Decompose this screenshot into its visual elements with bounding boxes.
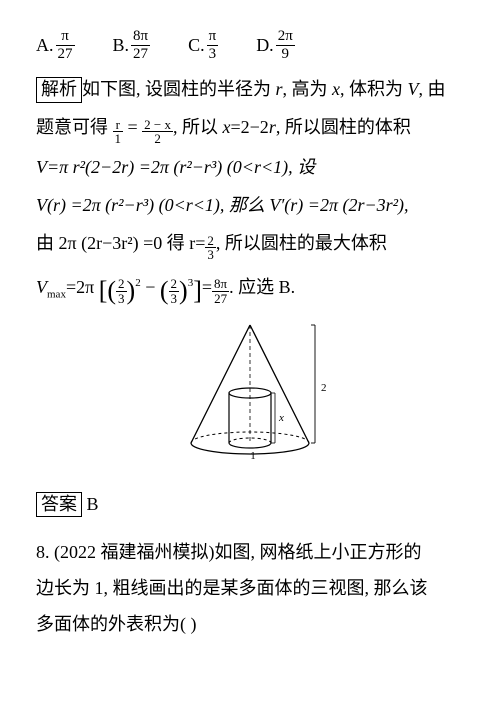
answer-value: B bbox=[87, 494, 99, 514]
frac-r-over-1: r 1 bbox=[113, 118, 124, 146]
diagram-svg: 1 2 x bbox=[173, 321, 328, 461]
svg-text:1: 1 bbox=[250, 450, 256, 461]
option-d-label: D. bbox=[256, 28, 274, 62]
option-d: D. 2π 9 bbox=[256, 28, 297, 62]
cone-cylinder-diagram: 1 2 x bbox=[36, 321, 464, 472]
option-b: B. 8π 27 bbox=[113, 28, 153, 62]
analysis-line-1: 解析如下图, 设圆柱的半径为 r, 高为 x, 体积为 V, 由 bbox=[36, 72, 464, 106]
frac-2minusx-over-2: 2 − x 2 bbox=[142, 118, 173, 146]
q8-line-1: 8. (2022 福建福州模拟)如图, 网格纸上小正方形的 bbox=[36, 535, 464, 569]
option-a: A. π 27 bbox=[36, 28, 77, 62]
option-c: C. π 3 bbox=[188, 28, 220, 62]
question-8: 8. (2022 福建福州模拟)如图, 网格纸上小正方形的 边长为 1, 粗线画… bbox=[36, 535, 464, 642]
analysis-label: 解析 bbox=[36, 77, 82, 102]
svg-text:2: 2 bbox=[321, 382, 327, 394]
option-c-frac: π 3 bbox=[207, 28, 219, 62]
analysis-line-2: 题意可得 r 1 = 2 − x 2 , 所以 x=2−2r, 所以圆柱的体积 bbox=[36, 110, 464, 146]
frac-2-3-b: 23 bbox=[116, 277, 127, 305]
answer-options: A. π 27 B. 8π 27 C. π 3 D. 2π 9 bbox=[36, 28, 464, 62]
answer-label: 答案 bbox=[36, 492, 82, 517]
option-a-frac: π 27 bbox=[56, 28, 75, 62]
svg-text:x: x bbox=[278, 412, 284, 424]
analysis-line-4: V(r) =2π (r²−r³) (0<r<1), 那么 V′(r) =2π (… bbox=[36, 188, 464, 222]
analysis-line-3: V=π r²(2−2r) =2π (r²−r³) (0<r<1), 设 bbox=[36, 150, 464, 184]
option-b-label: B. bbox=[113, 28, 130, 62]
option-c-label: C. bbox=[188, 28, 205, 62]
frac-2-3-a: 2 3 bbox=[205, 234, 216, 262]
frac-2-3-c: 23 bbox=[169, 277, 180, 305]
option-d-frac: 2π 9 bbox=[276, 28, 295, 62]
answer-row: 答案 B bbox=[36, 487, 464, 521]
analysis-line-5: 由 2π (2r−3r²) =0 得 r= 2 3 , 所以圆柱的最大体积 bbox=[36, 226, 464, 262]
analysis-line-6: Vmax=2π [(23)2 − (23)3]=8π27. 应选 B. bbox=[36, 266, 464, 315]
option-a-label: A. bbox=[36, 28, 54, 62]
right-bracket-1: ] bbox=[193, 276, 202, 305]
q8-line-2: 边长为 1, 粗线画出的是某多面体的三视图, 那么该 bbox=[36, 571, 464, 605]
frac-8pi-27: 8π27 bbox=[212, 277, 229, 305]
q8-line-3: 多面体的外表积为( ) bbox=[36, 607, 464, 641]
option-b-frac: 8π 27 bbox=[131, 28, 150, 62]
